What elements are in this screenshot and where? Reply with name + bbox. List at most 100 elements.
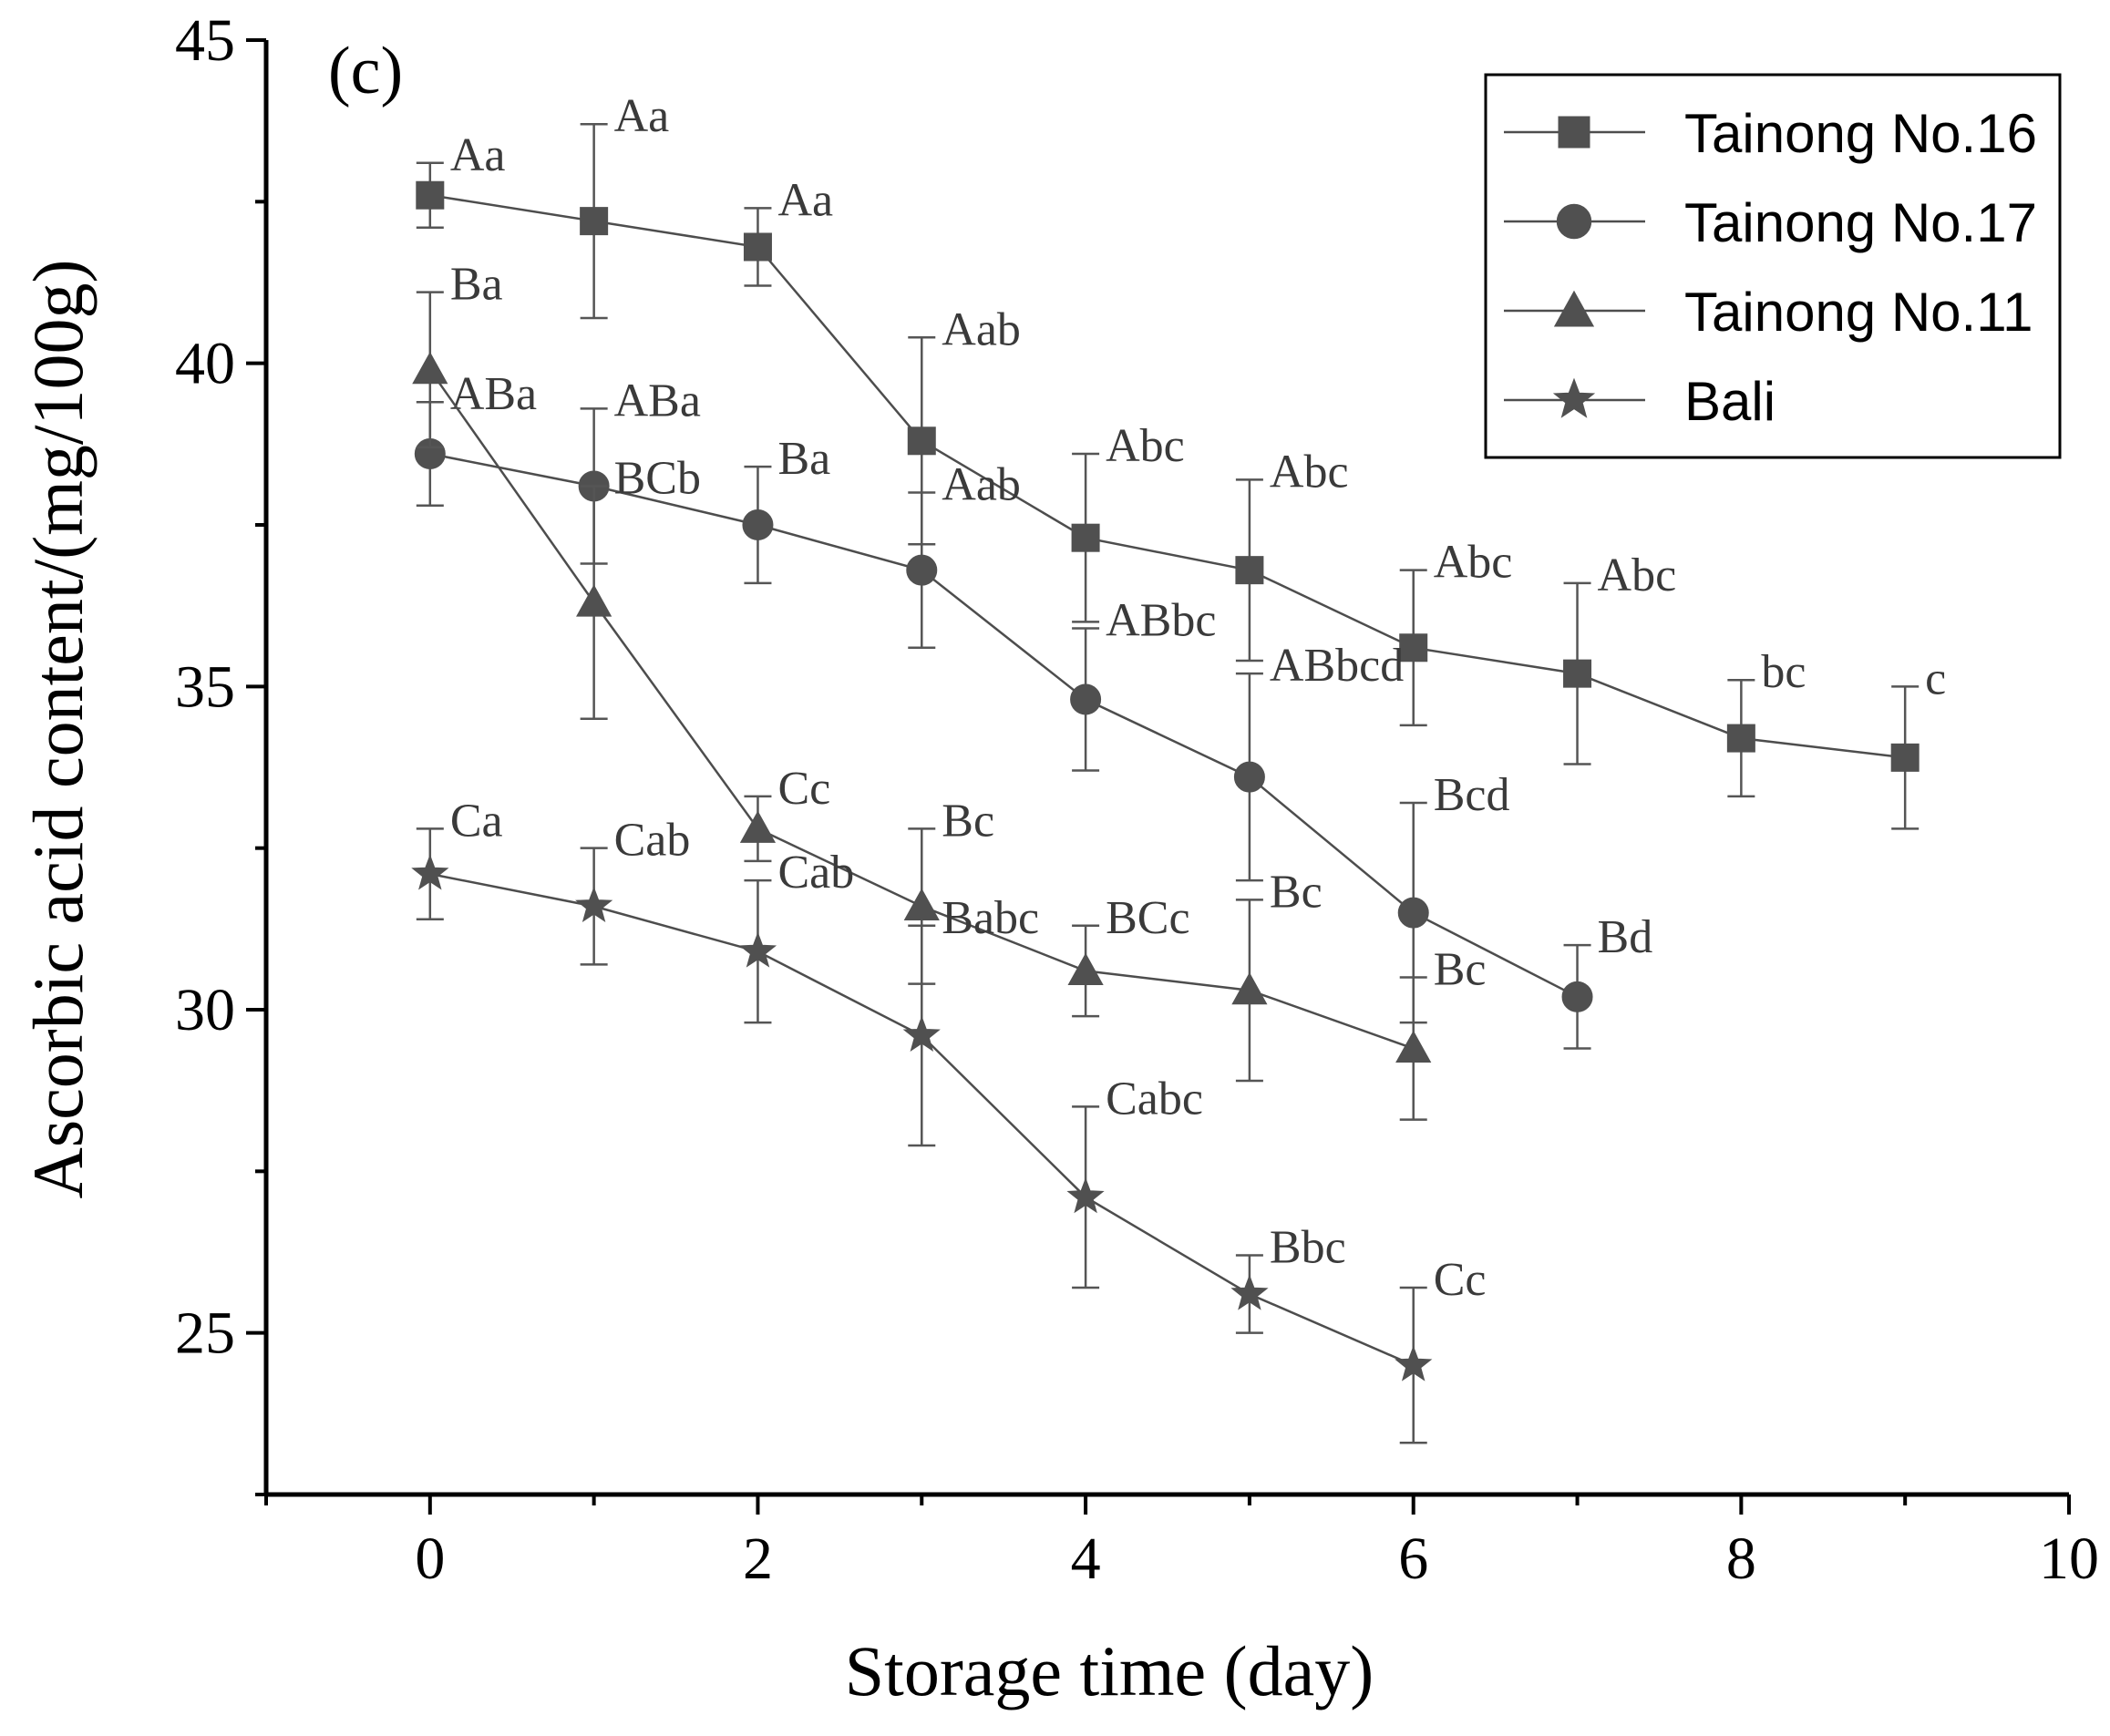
series-line xyxy=(429,452,1579,998)
x-tick-label: 8 xyxy=(1726,1525,1756,1592)
y-tick-label: 45 xyxy=(175,7,235,74)
y-tick-label: 25 xyxy=(175,1300,235,1367)
data-label: Aab xyxy=(942,459,1021,511)
legend-item: Tainong No.17 xyxy=(1504,192,2037,253)
data-label: Abc xyxy=(1434,537,1513,589)
data-label: Ca xyxy=(450,795,503,847)
marker-square xyxy=(416,180,445,210)
marker-square xyxy=(1399,633,1428,663)
y-tick-label: 40 xyxy=(175,331,235,397)
y-ticks: 25 30 35 40 45 xyxy=(175,7,266,1496)
x-tick-label: 10 xyxy=(2039,1525,2099,1592)
legend-item: Bali xyxy=(1504,371,1775,432)
marker-square xyxy=(1235,556,1264,585)
marker-circle xyxy=(1070,683,1102,715)
marker-circle xyxy=(906,554,938,586)
x-tick-label: 2 xyxy=(743,1525,773,1592)
marker-square xyxy=(1558,116,1590,149)
data-label: Cc xyxy=(777,763,830,815)
marker-square xyxy=(1726,724,1755,753)
legend-label: Bali xyxy=(1684,371,1775,432)
data-label: Abc xyxy=(1106,420,1185,472)
marker-triangle xyxy=(576,584,612,617)
series-bali: Ca Cab Cab Babc Cabc Bbc Cc xyxy=(411,795,1487,1444)
marker-circle xyxy=(1561,981,1593,1012)
series-tainong-no-11: Ba BCb Cc Bc BCc Bc Bc xyxy=(412,259,1487,1121)
data-label: ABbcd xyxy=(1270,640,1404,692)
x-tick-label: 6 xyxy=(1398,1525,1428,1592)
panel-label: (c) xyxy=(328,34,403,108)
data-label: Cc xyxy=(1434,1254,1487,1306)
x-ticks: 0 2 4 6 8 10 xyxy=(264,1495,2099,1592)
legend-item: Tainong No.16 xyxy=(1504,103,2037,164)
data-label: Bcd xyxy=(1434,769,1510,821)
data-label: ABbc xyxy=(1106,594,1216,646)
legend-label: Tainong No.16 xyxy=(1684,103,2037,164)
marker-square xyxy=(1890,743,1920,772)
marker-star xyxy=(411,854,449,890)
data-label: Babc xyxy=(942,892,1039,944)
data-label: Abc xyxy=(1270,446,1349,498)
data-label: Aa xyxy=(614,90,670,142)
data-label: Cabc xyxy=(1106,1073,1203,1125)
legend-label: Tainong No.17 xyxy=(1684,192,2037,253)
marker-star xyxy=(902,1015,941,1052)
marker-triangle xyxy=(1395,1030,1432,1063)
data-label: Abc xyxy=(1598,550,1677,601)
marker-square xyxy=(1071,523,1100,552)
marker-triangle xyxy=(1231,971,1268,1005)
data-label: Bc xyxy=(942,795,994,847)
data-label: Aab xyxy=(942,303,1021,355)
x-tick-label: 4 xyxy=(1071,1525,1101,1592)
data-label: Bc xyxy=(1270,866,1323,918)
marker-circle xyxy=(1397,897,1429,929)
marker-triangle xyxy=(412,351,448,385)
x-axis-title: Storage time (day) xyxy=(845,1631,1374,1710)
series-tainong-no-17: ABa ABa Ba Aab ABbc ABbcd Bcd Bd xyxy=(414,368,1653,1050)
data-label: Aa xyxy=(777,174,833,226)
data-label: Bbc xyxy=(1270,1222,1346,1274)
data-label: ABa xyxy=(450,368,537,420)
marker-star xyxy=(1552,377,1596,418)
marker-circle xyxy=(742,509,774,540)
series-line xyxy=(429,193,1906,759)
marker-square xyxy=(1563,659,1592,688)
marker-triangle xyxy=(903,888,940,921)
marker-star xyxy=(738,931,777,968)
data-label: Bc xyxy=(1434,944,1487,996)
data-label: bc xyxy=(1761,646,1806,698)
marker-triangle xyxy=(1067,952,1104,985)
legend-item: Tainong No.11 xyxy=(1504,282,2033,343)
data-label: Cab xyxy=(777,847,854,899)
data-label: BCb xyxy=(614,452,701,504)
marker-star xyxy=(575,886,613,923)
data-label: BCc xyxy=(1106,892,1189,944)
marker-triangle xyxy=(1553,290,1595,327)
data-label: Cab xyxy=(614,815,691,867)
axes: 0 2 4 6 8 10 25 30 35 40 45 xyxy=(175,7,2099,1592)
y-axis-title: Ascorbic acid content/(mg/100g) xyxy=(18,259,98,1198)
legend-label: Tainong No.11 xyxy=(1684,282,2033,343)
y-tick-label: 30 xyxy=(175,977,235,1043)
marker-star xyxy=(1066,1177,1105,1214)
legend: Tainong No.16 Tainong No.17 Tainong No.11 B… xyxy=(1484,73,2062,459)
marker-circle xyxy=(1556,203,1592,240)
x-tick-label: 0 xyxy=(415,1525,445,1592)
marker-square xyxy=(907,426,936,456)
data-label: c xyxy=(1925,652,1946,704)
series-tainong-no-16: Aa Aa Aa Aab Abc Abc Abc Abc bc c xyxy=(416,90,1946,830)
marker-circle xyxy=(1233,761,1265,793)
data-label: Aa xyxy=(450,129,506,181)
y-tick-label: 35 xyxy=(175,653,235,720)
marker-star xyxy=(1230,1274,1269,1310)
data-label: Bd xyxy=(1598,911,1653,963)
data-label: Ba xyxy=(777,433,830,485)
marker-triangle xyxy=(739,810,777,843)
marker-star xyxy=(1395,1345,1433,1382)
data-label: Ba xyxy=(450,259,503,311)
marker-square xyxy=(743,232,772,262)
marker-square xyxy=(580,207,609,236)
data-label: ABa xyxy=(614,375,701,426)
